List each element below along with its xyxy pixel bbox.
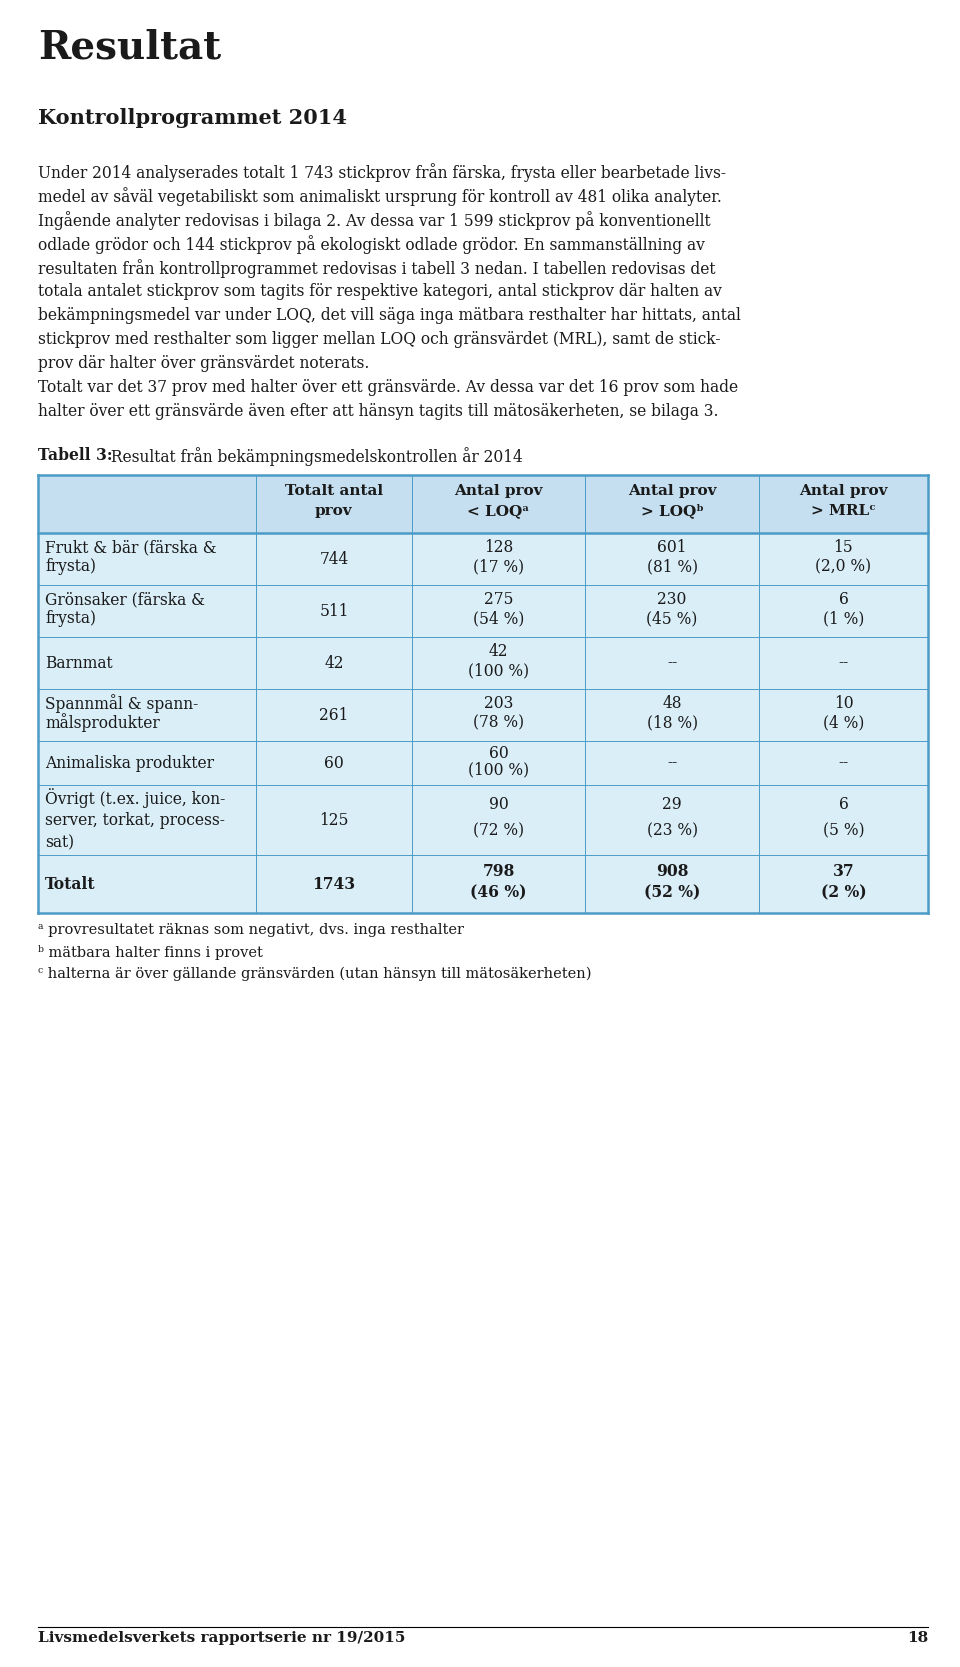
Text: Resultat: Resultat bbox=[38, 28, 221, 67]
Text: 275: 275 bbox=[484, 592, 514, 608]
Text: 601: 601 bbox=[658, 538, 686, 557]
Text: medel av såväl vegetabiliskt som animaliskt ursprung för kontroll av 481 olika a: medel av såväl vegetabiliskt som animali… bbox=[38, 187, 722, 207]
Text: 48: 48 bbox=[662, 695, 682, 712]
Text: --: -- bbox=[667, 655, 677, 672]
Text: (23 %): (23 %) bbox=[647, 822, 698, 839]
Text: 42: 42 bbox=[489, 643, 509, 660]
Text: 128: 128 bbox=[484, 538, 514, 557]
Bar bbox=[38, 475, 928, 533]
Text: Totalt antal: Totalt antal bbox=[285, 483, 383, 498]
Text: 10: 10 bbox=[833, 695, 853, 712]
Text: ᶜ halterna är över gällande gränsvärden (utan hänsyn till mätosäkerheten): ᶜ halterna är över gällande gränsvärden … bbox=[38, 967, 591, 982]
Text: (78 %): (78 %) bbox=[473, 713, 524, 732]
Text: 203: 203 bbox=[484, 695, 514, 712]
Bar bbox=[38, 585, 928, 637]
Text: > LOQᵇ: > LOQᵇ bbox=[640, 503, 704, 518]
Text: 125: 125 bbox=[319, 812, 348, 828]
Text: 261: 261 bbox=[320, 707, 348, 723]
Text: 230: 230 bbox=[658, 592, 686, 608]
Text: (54 %): (54 %) bbox=[473, 610, 524, 627]
Text: frysta): frysta) bbox=[45, 558, 96, 575]
Text: Frukt & bär (färska &: Frukt & bär (färska & bbox=[45, 538, 217, 557]
Text: frysta): frysta) bbox=[45, 610, 96, 627]
Text: (5 %): (5 %) bbox=[823, 822, 864, 839]
Text: halter över ett gränsvärde även efter att hänsyn tagits till mätosäkerheten, se : halter över ett gränsvärde även efter at… bbox=[38, 403, 718, 420]
Text: --: -- bbox=[667, 755, 677, 772]
Text: prov: prov bbox=[315, 503, 352, 518]
Text: (46 %): (46 %) bbox=[470, 884, 527, 902]
Text: Antal prov: Antal prov bbox=[628, 483, 716, 498]
Text: Grönsaker (färska &: Grönsaker (färska & bbox=[45, 592, 205, 608]
Text: (4 %): (4 %) bbox=[823, 713, 864, 732]
Bar bbox=[38, 742, 928, 785]
Text: totala antalet stickprov som tagits för respektive kategori, antal stickprov där: totala antalet stickprov som tagits för … bbox=[38, 283, 722, 300]
Bar bbox=[38, 785, 928, 855]
Text: Tabell 3:: Tabell 3: bbox=[38, 447, 112, 463]
Text: Antal prov: Antal prov bbox=[454, 483, 542, 498]
Text: 15: 15 bbox=[833, 538, 853, 557]
Text: sat): sat) bbox=[45, 834, 74, 850]
Text: (18 %): (18 %) bbox=[647, 713, 698, 732]
Text: Antal prov: Antal prov bbox=[799, 483, 888, 498]
Text: server, torkat, process-: server, torkat, process- bbox=[45, 812, 225, 828]
Text: 60: 60 bbox=[324, 755, 344, 772]
Text: Kontrollprogrammet 2014: Kontrollprogrammet 2014 bbox=[38, 108, 347, 128]
Text: 90: 90 bbox=[489, 797, 509, 813]
Text: --: -- bbox=[838, 655, 849, 672]
Text: 6: 6 bbox=[838, 592, 849, 608]
Text: (1 %): (1 %) bbox=[823, 610, 864, 627]
Text: 511: 511 bbox=[319, 602, 348, 620]
Text: Resultat från bekämpningsmedelskontrollen år 2014: Resultat från bekämpningsmedelskontrolle… bbox=[106, 447, 523, 465]
Bar bbox=[38, 637, 928, 688]
Text: Övrigt (t.ex. juice, kon-: Övrigt (t.ex. juice, kon- bbox=[45, 787, 226, 807]
Text: (100 %): (100 %) bbox=[468, 762, 529, 778]
Text: (45 %): (45 %) bbox=[646, 610, 698, 627]
Text: (100 %): (100 %) bbox=[468, 662, 529, 678]
Text: 60: 60 bbox=[489, 745, 509, 762]
Text: 29: 29 bbox=[662, 797, 682, 813]
Text: (52 %): (52 %) bbox=[644, 884, 700, 902]
Text: stickprov med resthalter som ligger mellan LOQ och gränsvärdet (MRL), samt de st: stickprov med resthalter som ligger mell… bbox=[38, 332, 721, 348]
Text: resultaten från kontrollprogrammet redovisas i tabell 3 nedan. I tabellen redovi: resultaten från kontrollprogrammet redov… bbox=[38, 258, 715, 278]
Text: (2 %): (2 %) bbox=[821, 884, 866, 902]
Text: prov där halter över gränsvärdet noterats.: prov där halter över gränsvärdet noterat… bbox=[38, 355, 370, 372]
Text: > MRLᶜ: > MRLᶜ bbox=[811, 503, 876, 518]
Text: Livsmedelsverkets rapportserie nr 19/2015: Livsmedelsverkets rapportserie nr 19/201… bbox=[38, 1630, 405, 1645]
Text: 6: 6 bbox=[838, 797, 849, 813]
Text: 18: 18 bbox=[907, 1630, 928, 1645]
Text: 37: 37 bbox=[832, 864, 854, 880]
Text: 798: 798 bbox=[482, 864, 515, 880]
Text: Spannmål & spann-: Spannmål & spann- bbox=[45, 693, 199, 713]
Bar bbox=[38, 533, 928, 585]
Text: (2,0 %): (2,0 %) bbox=[815, 558, 872, 575]
Text: Under 2014 analyserades totalt 1 743 stickprov från färska, frysta eller bearbet: Under 2014 analyserades totalt 1 743 sti… bbox=[38, 163, 726, 182]
Text: 42: 42 bbox=[324, 655, 344, 672]
Text: Totalt var det 37 prov med halter över ett gränsvärde. Av dessa var det 16 prov : Totalt var det 37 prov med halter över e… bbox=[38, 378, 738, 397]
Text: ᵇ mätbara halter finns i provet: ᵇ mätbara halter finns i provet bbox=[38, 945, 263, 960]
Text: 744: 744 bbox=[320, 550, 348, 567]
Bar bbox=[38, 688, 928, 742]
Text: (17 %): (17 %) bbox=[473, 558, 524, 575]
Text: Totalt: Totalt bbox=[45, 875, 96, 892]
Text: 1743: 1743 bbox=[312, 875, 355, 892]
Text: 908: 908 bbox=[656, 864, 688, 880]
Text: ᵃ provresultatet räknas som negativt, dvs. inga resthalter: ᵃ provresultatet räknas som negativt, dv… bbox=[38, 924, 464, 937]
Bar bbox=[38, 855, 928, 914]
Text: --: -- bbox=[838, 755, 849, 772]
Text: Ingående analyter redovisas i bilaga 2. Av dessa var 1 599 stickprov på konventi: Ingående analyter redovisas i bilaga 2. … bbox=[38, 212, 710, 230]
Text: (72 %): (72 %) bbox=[473, 822, 524, 839]
Text: odlade grödor och 144 stickprov på ekologiskt odlade grödor. En sammanställning : odlade grödor och 144 stickprov på ekolo… bbox=[38, 235, 705, 253]
Text: Barnmat: Barnmat bbox=[45, 655, 112, 672]
Text: < LOQᵃ: < LOQᵃ bbox=[468, 503, 530, 518]
Text: (81 %): (81 %) bbox=[647, 558, 698, 575]
Text: bekämpningsmedel var under LOQ, det vill säga inga mätbara resthalter har hittat: bekämpningsmedel var under LOQ, det vill… bbox=[38, 307, 741, 323]
Text: Animaliska produkter: Animaliska produkter bbox=[45, 755, 214, 772]
Text: målsprodukter: målsprodukter bbox=[45, 713, 159, 732]
